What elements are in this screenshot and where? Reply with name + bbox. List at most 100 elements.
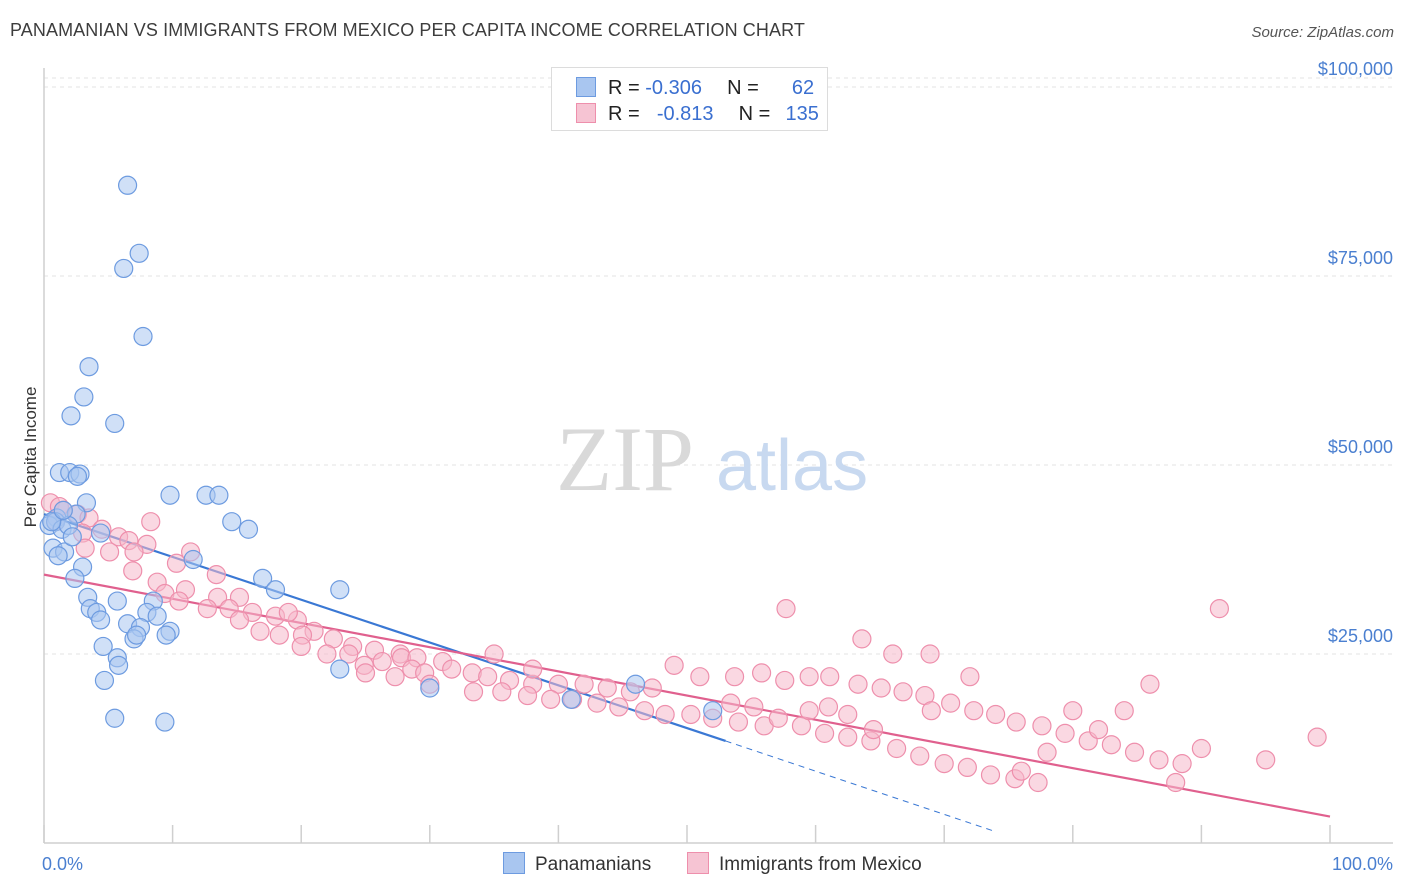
point-mexico	[587, 693, 607, 713]
legend-n-label: N =	[727, 77, 759, 99]
point-panamanians	[90, 610, 111, 630]
point-mexico	[791, 716, 812, 736]
point-mexico	[206, 565, 226, 585]
point-mexico	[123, 561, 143, 581]
stats-legend: R = -0.306 N = 62 R = -0.813 N = 135	[551, 67, 828, 131]
point-mexico	[1011, 761, 1031, 781]
point-mexico	[957, 757, 977, 778]
point-mexico	[838, 727, 858, 747]
point-mexico	[681, 704, 701, 725]
watermark-atlas: atlas	[716, 426, 868, 506]
point-mexico	[317, 644, 337, 664]
point-mexico	[269, 625, 289, 645]
axes	[43, 68, 1393, 844]
legend-n-value: 62	[791, 77, 815, 99]
legend-n-label: N =	[738, 103, 771, 125]
point-mexico	[609, 697, 629, 717]
point-mexico	[980, 765, 1001, 785]
bottom-legend-panamanians: Panamanians	[503, 852, 651, 876]
watermark-zip: ZIP	[556, 408, 694, 510]
point-mexico	[99, 542, 120, 562]
point-mexico	[1028, 772, 1048, 793]
point-mexico	[1209, 599, 1230, 619]
point-panamanians	[222, 512, 242, 532]
point-panamanians	[117, 175, 138, 195]
point-mexico	[664, 655, 684, 675]
point-mexico	[690, 667, 710, 687]
bottom-legend-swatch-blue	[503, 852, 525, 874]
watermark: ZIP atlas	[556, 408, 868, 510]
point-mexico	[910, 746, 930, 766]
point-mexico	[921, 701, 941, 721]
point-mexico	[75, 538, 95, 558]
point-mexico	[1088, 719, 1109, 740]
point-mexico	[893, 682, 913, 702]
point-mexico	[768, 708, 788, 728]
point-panamanians	[330, 580, 350, 600]
point-panamanians	[238, 519, 259, 539]
legend-swatch-blue	[576, 77, 596, 97]
legend-row-mexico: R = -0.813 N = 135	[576, 103, 819, 127]
point-panamanians	[67, 466, 88, 486]
point-mexico	[463, 682, 484, 702]
legend-n-value: 135	[785, 103, 819, 125]
point-mexico	[721, 693, 741, 713]
scatter-points	[39, 175, 1327, 793]
point-mexico	[941, 693, 961, 713]
point-mexico	[166, 553, 187, 573]
legend-r-value: -0.306	[645, 77, 702, 99]
legend-r-value: -0.813	[656, 103, 714, 125]
point-mexico	[1140, 674, 1160, 694]
point-panamanians	[94, 670, 115, 691]
point-mexico	[863, 719, 884, 740]
chart-title: PANAMANIAN VS IMMIGRANTS FROM MEXICO PER…	[10, 20, 805, 40]
y-tick-label: $100,000	[1318, 59, 1393, 79]
point-mexico	[124, 542, 144, 562]
point-mexico	[278, 602, 298, 623]
point-panamanians	[330, 659, 350, 679]
point-mexico	[385, 667, 405, 687]
point-panamanians	[561, 689, 581, 709]
point-panamanians	[156, 625, 176, 645]
source-label: Source: ZipAtlas.com	[1251, 24, 1394, 41]
point-mexico	[1006, 712, 1026, 732]
point-mexico	[574, 674, 594, 694]
point-panamanians	[74, 387, 94, 407]
point-panamanians	[703, 701, 723, 721]
point-mexico	[986, 704, 1006, 725]
legend-row-panamanians: R = -0.306 N = 62	[576, 77, 814, 101]
point-mexico	[517, 685, 538, 706]
point-mexico	[1307, 727, 1327, 747]
point-panamanians	[108, 655, 129, 675]
x-tick-label-start: 0.0%	[42, 854, 83, 874]
point-mexico	[960, 667, 980, 687]
point-mexico	[1063, 701, 1083, 721]
point-mexico	[1191, 738, 1212, 759]
point-panamanians	[90, 523, 111, 543]
point-mexico	[871, 678, 891, 698]
point-mexico	[934, 754, 954, 774]
point-mexico	[1256, 750, 1276, 770]
point-panamanians	[42, 512, 62, 532]
point-mexico	[751, 663, 772, 683]
point-mexico	[597, 678, 617, 698]
point-mexico	[523, 659, 543, 679]
point-panamanians	[105, 413, 125, 434]
point-mexico	[197, 599, 217, 619]
point-mexico	[744, 697, 764, 717]
point-panamanians	[625, 674, 646, 694]
point-panamanians	[155, 712, 175, 732]
y-tick-label: $25,000	[1328, 626, 1393, 646]
point-mexico	[541, 689, 561, 709]
point-panamanians	[209, 485, 229, 505]
point-mexico	[1166, 772, 1186, 793]
point-panamanians	[79, 357, 99, 377]
point-mexico	[634, 701, 655, 721]
point-mexico	[1149, 750, 1169, 770]
point-panamanians	[129, 243, 149, 263]
point-panamanians	[65, 568, 85, 589]
point-mexico	[724, 667, 745, 687]
point-mexico	[141, 512, 161, 532]
y-tick-label: $50,000	[1328, 437, 1393, 457]
